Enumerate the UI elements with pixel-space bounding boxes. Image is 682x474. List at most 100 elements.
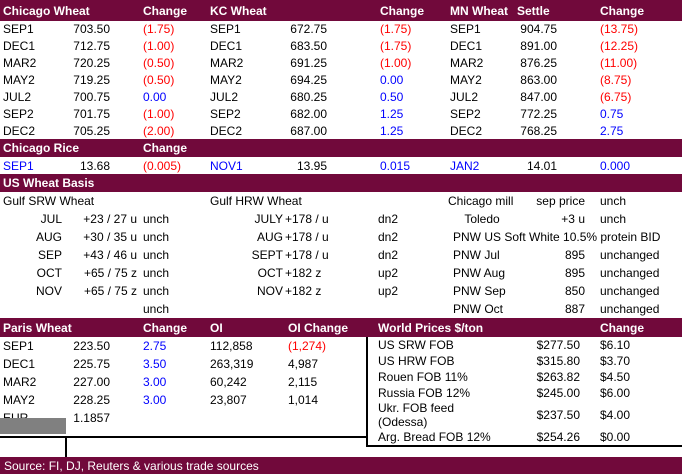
oi-value: 263,319 <box>210 357 254 371</box>
change-value: (13.75) <box>600 22 639 37</box>
price-value: 701.75 <box>73 106 110 121</box>
contract-label: SEP2 <box>210 106 241 121</box>
basis-row: SEP +43 / 46 u unch SEPT +178 / u dn2 PNW Ju… <box>0 246 682 264</box>
price-value: 13.68 <box>79 158 110 173</box>
paris-title: Paris Wheat <box>3 320 72 335</box>
basis-value: +178 / u <box>285 248 329 262</box>
contract-label: SEP1 <box>3 339 34 353</box>
month-label: AUG <box>256 230 283 244</box>
cell-border-horizontal <box>0 436 367 438</box>
rice-change-header: Change <box>143 141 188 155</box>
basis-change: unch <box>143 266 170 280</box>
change-value: (1.00) <box>143 106 175 121</box>
contract-label: SEP2 <box>450 106 481 121</box>
contract-label: DEC2 <box>210 123 243 138</box>
price-value: $315.80 <box>536 354 580 368</box>
basis-value: +178 / u <box>285 212 329 226</box>
change-value: $0.00 <box>600 430 631 444</box>
paris-change-header: Change <box>143 320 188 335</box>
world-change-header: Change <box>600 320 645 335</box>
mill-value: sep price <box>536 194 585 208</box>
eur-value: 1.1857 <box>73 411 110 425</box>
price-value: $237.50 <box>536 408 580 422</box>
price-value: 700.75 <box>73 89 110 104</box>
kc-wheat-title: KC Wheat <box>210 3 267 18</box>
basis-header-band: US Wheat Basis <box>0 174 682 192</box>
futures-row: SEP1 703.50 (1.75) SEP1 672.75 (1.75) SEP1 90… <box>0 21 682 38</box>
gulf-srw-title: Gulf SRW Wheat <box>3 194 95 208</box>
oi-value: 60,242 <box>210 375 247 389</box>
price-value: 225.75 <box>73 357 110 371</box>
price-value: $254.26 <box>536 430 580 444</box>
toledo-value: +3 u <box>561 212 585 226</box>
price-value: 228.25 <box>73 393 110 407</box>
price-value: 227.00 <box>73 375 110 389</box>
price-value: 687.00 <box>290 123 327 138</box>
change-value: (2.00) <box>143 123 175 138</box>
basis-value: +30 / 35 u <box>83 230 137 244</box>
change-value: 2.75 <box>600 123 624 138</box>
contract-label: SEP1 <box>210 22 241 37</box>
settle-value: 904.75 <box>520 22 557 37</box>
mn-wheat-title: MN Wheat <box>450 3 508 18</box>
pnw-label: PNW Aug <box>453 266 506 280</box>
month-label: OCT <box>36 266 62 280</box>
change-value: 1.25 <box>380 123 404 138</box>
contract-label: MAR2 <box>210 56 244 71</box>
futures-row: SEP2 701.75 (1.00) SEP2 682.00 1.25 SEP2 772.… <box>0 105 682 122</box>
paris-world-header-band: Paris Wheat Change OI OI Change World Pr… <box>0 318 682 337</box>
contract-label: JUL2 <box>450 89 479 104</box>
contract-label: NOV1 <box>210 158 243 173</box>
settle-value: 772.25 <box>520 106 557 121</box>
contract-label: SEP1 <box>3 22 34 37</box>
market-label: Arg. Bread FOB 12% <box>378 430 491 444</box>
change-value: 3.00 <box>143 393 167 407</box>
price-value: 683.50 <box>290 39 327 54</box>
basis-row: Gulf SRW Wheat Gulf HRW Wheat Chicago mi… <box>0 192 682 210</box>
pnw-label: PNW Sep <box>453 284 506 298</box>
basis-row: unch PNW Oct 887 unchanged <box>0 300 682 318</box>
futures-header-band: Chicago Wheat Change KC Wheat Change MN … <box>0 0 682 21</box>
world-row: US SRW FOB $277.50 $6.10 <box>366 337 682 353</box>
world-header: World Prices $/ton Change <box>366 318 682 337</box>
futures-row: MAR2 720.25 (0.50) MAR2 691.25 (1.00) MAR2 87… <box>0 55 682 72</box>
chicago-change-header: Change <box>143 3 188 18</box>
contract-label: SEP1 <box>450 22 481 37</box>
change-value: 1.25 <box>380 106 404 121</box>
change-value: (1.75) <box>143 22 175 37</box>
contract-label: SEP2 <box>3 106 34 121</box>
basis-value: +182 z <box>285 266 322 280</box>
settle-value: 876.25 <box>520 56 557 71</box>
change-value: 0.00 <box>143 89 167 104</box>
change-value: 0.015 <box>380 158 411 173</box>
paris-row: MAY2 228.25 3.00 23,807 1,014 <box>0 391 366 409</box>
futures-row: MAY2 719.25 (0.50) MAY2 694.25 0.00 MAY2 863.… <box>0 72 682 89</box>
change-value: (11.00) <box>600 56 638 71</box>
basis-change: dn2 <box>378 248 399 262</box>
price-value: 720.25 <box>73 56 110 71</box>
rice-row: SEP1 13.68 (0.005) NOV1 13.95 0.015 JAN2 14.0… <box>0 157 682 174</box>
basis-body: Gulf SRW Wheat Gulf HRW Wheat Chicago mi… <box>0 192 682 318</box>
basis-change: dn2 <box>378 230 399 244</box>
pnw-title: PNW US Soft White 10.5% protein BID <box>453 230 661 244</box>
change-value: (0.50) <box>143 56 175 71</box>
change-value: 0.75 <box>600 106 624 121</box>
pnw-change: unchanged <box>600 302 660 316</box>
chicago-wheat-title: Chicago Wheat <box>3 3 90 18</box>
month-label: JULY <box>254 212 283 226</box>
futures-row: DEC1 712.75 (1.00) DEC1 683.50 (1.75) DEC1 89… <box>0 38 682 55</box>
change-value: $4.50 <box>600 370 631 384</box>
paris-header: Paris Wheat Change OI OI Change <box>0 318 366 337</box>
basis-value: +182 z <box>285 284 322 298</box>
change-value: (6.75) <box>600 89 632 104</box>
contract-label: SEP1 <box>3 158 34 173</box>
change-value: (1.00) <box>380 56 412 71</box>
pnw-value: 895 <box>564 248 585 262</box>
change-value: (8.75) <box>600 72 632 87</box>
change-value: 3.50 <box>143 357 167 371</box>
contract-label: DEC1 <box>3 39 36 54</box>
pnw-change: unchanged <box>600 284 660 298</box>
paris-row: DEC1 225.75 3.50 263,319 4,987 <box>0 355 366 373</box>
change-value: 2.75 <box>143 339 167 353</box>
month-label: JUL <box>40 212 62 226</box>
